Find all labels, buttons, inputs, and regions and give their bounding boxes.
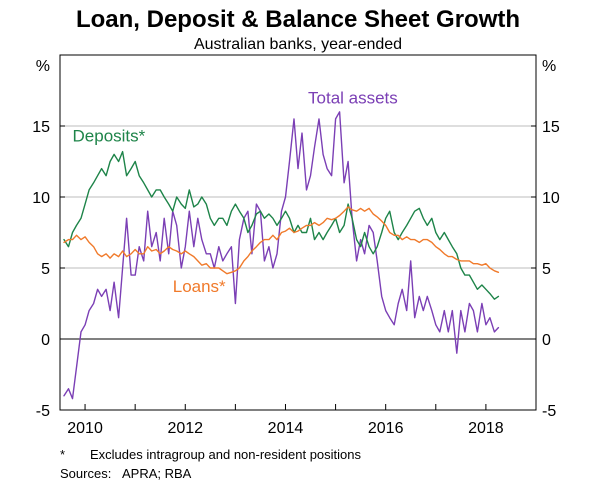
chart-title: Loan, Deposit & Balance Sheet Growth [76,6,520,33]
x-tick-label: 2012 [167,420,203,437]
sources-value: APRA; RBA [122,466,192,481]
y-tick-label-left: -5 [36,403,50,420]
y-tick-label-left: 15 [32,119,50,136]
y-tick-label-right: 10 [542,190,560,207]
labels: -5 -5 0 0 5 5 10 10 15 15% % 2010 2012 2014 2016 2018 To… [32,58,560,437]
series-label-loans: Loans* [173,277,226,296]
series-line-deposits [63,150,500,300]
y-tick-label-right: 15 [542,119,560,136]
axes [59,54,537,411]
y-tick-label-left: 10 [32,190,50,207]
y-tick-label-left: 0 [41,332,50,349]
x-tick-label: 2010 [67,420,103,437]
plot-frame [59,54,537,411]
series-label-total-assets: Total assets [308,88,398,107]
footnote-marker: * [60,447,65,462]
y-tick-label-right: 0 [542,332,551,349]
y-tick-label-right: 5 [542,261,551,278]
series-label-deposits: Deposits* [73,127,146,146]
x-tick-label: 2016 [368,420,404,437]
y-tick-label-left: 5 [41,261,50,278]
chart-subtitle: Australian banks, year-ended [194,36,402,53]
series-line-total-assets [63,111,500,400]
y-unit-left: % [36,58,50,75]
series-group [63,111,500,400]
x-tick-label: 2014 [268,420,304,437]
series-line-loans [63,206,500,275]
y-tick-label-right: -5 [542,403,556,420]
footnote-text: Excludes intragroup and non-resident pos… [90,447,362,462]
x-tick-label: 2018 [468,420,504,437]
y-unit-right: % [542,58,556,75]
sources-label: Sources: [60,466,111,481]
